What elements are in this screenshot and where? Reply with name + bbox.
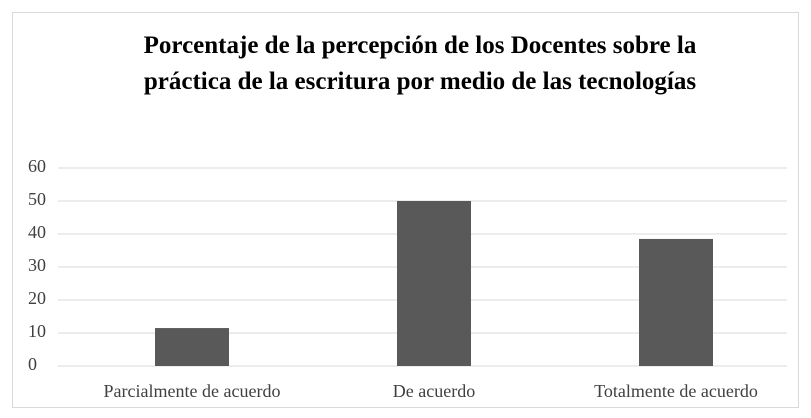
- y-tick-label: 20: [28, 288, 46, 308]
- bar: [639, 238, 713, 366]
- x-tick-label: Parcialmente de acuerdo: [104, 381, 281, 401]
- y-tick-label: 50: [28, 189, 46, 209]
- bar: [155, 328, 229, 366]
- x-tick-label: De acuerdo: [393, 381, 475, 401]
- y-tick-label: 40: [28, 222, 46, 242]
- y-tick-label: 30: [28, 255, 46, 275]
- x-tick-label: Totalmente de acuerdo: [594, 381, 758, 401]
- chart-title: Porcentaje de la percepción de los Docen…: [143, 32, 697, 95]
- bar: [397, 201, 471, 366]
- y-tick-label: 0: [28, 354, 37, 374]
- y-tick-label: 10: [28, 321, 46, 341]
- chart-frame: [12, 12, 799, 408]
- y-tick-label: 60: [28, 156, 46, 176]
